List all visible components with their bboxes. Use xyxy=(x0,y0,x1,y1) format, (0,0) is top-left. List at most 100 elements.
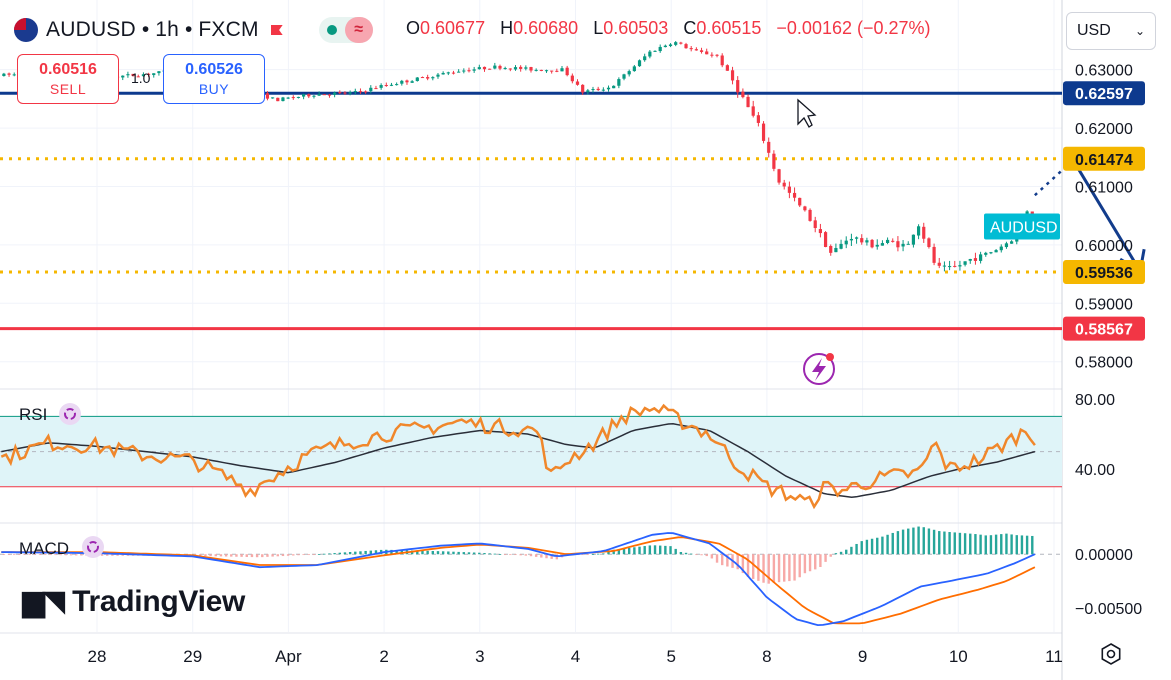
macd-histogram-bar xyxy=(540,554,543,558)
projection-dotted-segment xyxy=(1034,159,1074,197)
candle-body xyxy=(157,71,161,74)
candle-body xyxy=(1004,243,1009,248)
macd-histogram-bar xyxy=(602,553,605,555)
macd-histogram-bar xyxy=(297,554,300,556)
time-tick-label: 8 xyxy=(762,647,771,666)
time-tick-label: 3 xyxy=(475,647,484,666)
candle-body xyxy=(570,75,574,82)
macd-histogram-bar xyxy=(529,554,533,557)
chevron-down-icon: ⌄ xyxy=(1134,24,1145,38)
candle-body xyxy=(457,71,461,73)
candle-body xyxy=(420,77,425,79)
price-tick-label: 0.58000 xyxy=(1075,355,1133,372)
candle-body xyxy=(374,88,378,90)
macd-histogram-bar xyxy=(664,545,667,555)
macd-histogram-bar xyxy=(1025,535,1029,555)
candle-body xyxy=(710,54,714,56)
macd-histogram-bar xyxy=(834,553,838,555)
macd-histogram-bar xyxy=(245,554,248,557)
macd-histogram-bar xyxy=(462,552,466,555)
macd-histogram-bar xyxy=(633,547,636,555)
macd-histogram-bar xyxy=(111,554,114,556)
macd-histogram-bar xyxy=(684,552,688,555)
macd-histogram-bar xyxy=(1010,534,1013,555)
macd-histogram-bar xyxy=(209,554,212,557)
macd-histogram-bar xyxy=(907,528,910,555)
macd-series xyxy=(0,526,1062,627)
candle-body xyxy=(441,72,445,75)
macd-histogram-bar xyxy=(121,554,124,556)
interval[interactable]: 1h xyxy=(155,18,180,41)
candle-body xyxy=(384,85,388,87)
macd-histogram-bar xyxy=(338,552,341,555)
macd-histogram-bar xyxy=(788,554,791,582)
candle-body xyxy=(141,74,146,77)
currency-value: USD xyxy=(1077,22,1111,39)
candle-body xyxy=(436,74,440,77)
candle-body xyxy=(312,95,316,97)
price-axis[interactable]: 0.63000 0.62000 0.61000 0.60000 0.59000 0.580… xyxy=(984,63,1145,619)
macd-histogram-bar xyxy=(292,554,295,556)
macd-histogram-bar xyxy=(199,554,202,556)
time-tick-label: 29 xyxy=(183,647,202,666)
macd-refresh-glyph xyxy=(87,541,99,553)
candle-body xyxy=(550,70,554,72)
sell-button[interactable]: 0.60516 SELL xyxy=(17,54,119,104)
candle-body xyxy=(508,68,512,70)
symbol-name[interactable]: AUDUSD xyxy=(46,18,136,41)
buy-button[interactable]: 0.60526 BUY xyxy=(163,54,265,104)
candle-body xyxy=(364,91,368,93)
market-status-pill[interactable]: ≈ xyxy=(318,17,373,43)
macd-histogram-bar xyxy=(969,533,972,555)
macd-histogram-bar xyxy=(519,554,522,556)
macd-histogram-bar xyxy=(870,538,874,555)
macd-histogram-bar xyxy=(478,552,481,555)
macd-histogram-bar xyxy=(850,546,853,555)
macd-histogram-bar xyxy=(1031,535,1034,555)
candle-body xyxy=(705,51,709,55)
macd-histogram-bar xyxy=(23,554,26,556)
ohlc-readout: O0.60677 H0.60680 L0.60503 C0.60515 −0.0… xyxy=(406,18,941,39)
projection-arrow[interactable] xyxy=(797,98,1146,385)
macd-histogram-bar xyxy=(354,551,357,555)
settings-icon[interactable] xyxy=(1100,643,1122,665)
time-tick-label: 28 xyxy=(88,647,107,666)
data-delay-icon: ≈ xyxy=(344,17,373,43)
level-price-badge xyxy=(1063,81,1145,106)
macd-histogram-bar xyxy=(814,554,817,570)
candle-body xyxy=(405,80,409,83)
candle-body xyxy=(632,66,636,72)
candle-body xyxy=(426,77,430,79)
macd-histogram-bar xyxy=(901,529,905,555)
level-price-badge-label: 0.59536 xyxy=(1075,265,1133,282)
currency-select[interactable]: USD ⌄ xyxy=(1066,12,1156,50)
candle-body xyxy=(12,74,16,76)
tradingview-logo[interactable]: ▆◥ TradingView xyxy=(22,584,245,619)
macd-histogram-bar xyxy=(736,554,739,570)
rsi-refresh-glyph xyxy=(64,408,76,420)
macd-histogram-bar xyxy=(922,527,925,555)
candle-body xyxy=(369,87,373,92)
symbol-header[interactable]: AUDUSD • 1h • FXCM ≈ xyxy=(14,14,373,46)
candle-body xyxy=(818,229,822,234)
candle-body xyxy=(415,77,419,82)
high-value: 0.60680 xyxy=(513,18,579,38)
macd-histogram-bar xyxy=(845,549,848,555)
candle-body xyxy=(741,91,745,98)
time-axis[interactable]: 28 29 Apr 2 3 4 5 8 9 10 11 xyxy=(88,647,1063,666)
candle-body xyxy=(136,76,140,78)
macd-histogram-bar xyxy=(447,551,450,555)
candle-body xyxy=(829,245,833,253)
candle-body xyxy=(276,97,280,102)
candle-body xyxy=(395,84,399,86)
macd-histogram-bar xyxy=(710,554,714,559)
candle-body xyxy=(431,77,435,79)
macd-histogram-bar xyxy=(912,527,915,555)
candle-body xyxy=(823,232,828,248)
flag-marker-icon[interactable] xyxy=(270,25,283,35)
candle-body xyxy=(451,72,456,74)
macd-histogram-bar xyxy=(617,549,621,555)
candle-body xyxy=(699,50,704,52)
candle-body xyxy=(358,91,363,93)
